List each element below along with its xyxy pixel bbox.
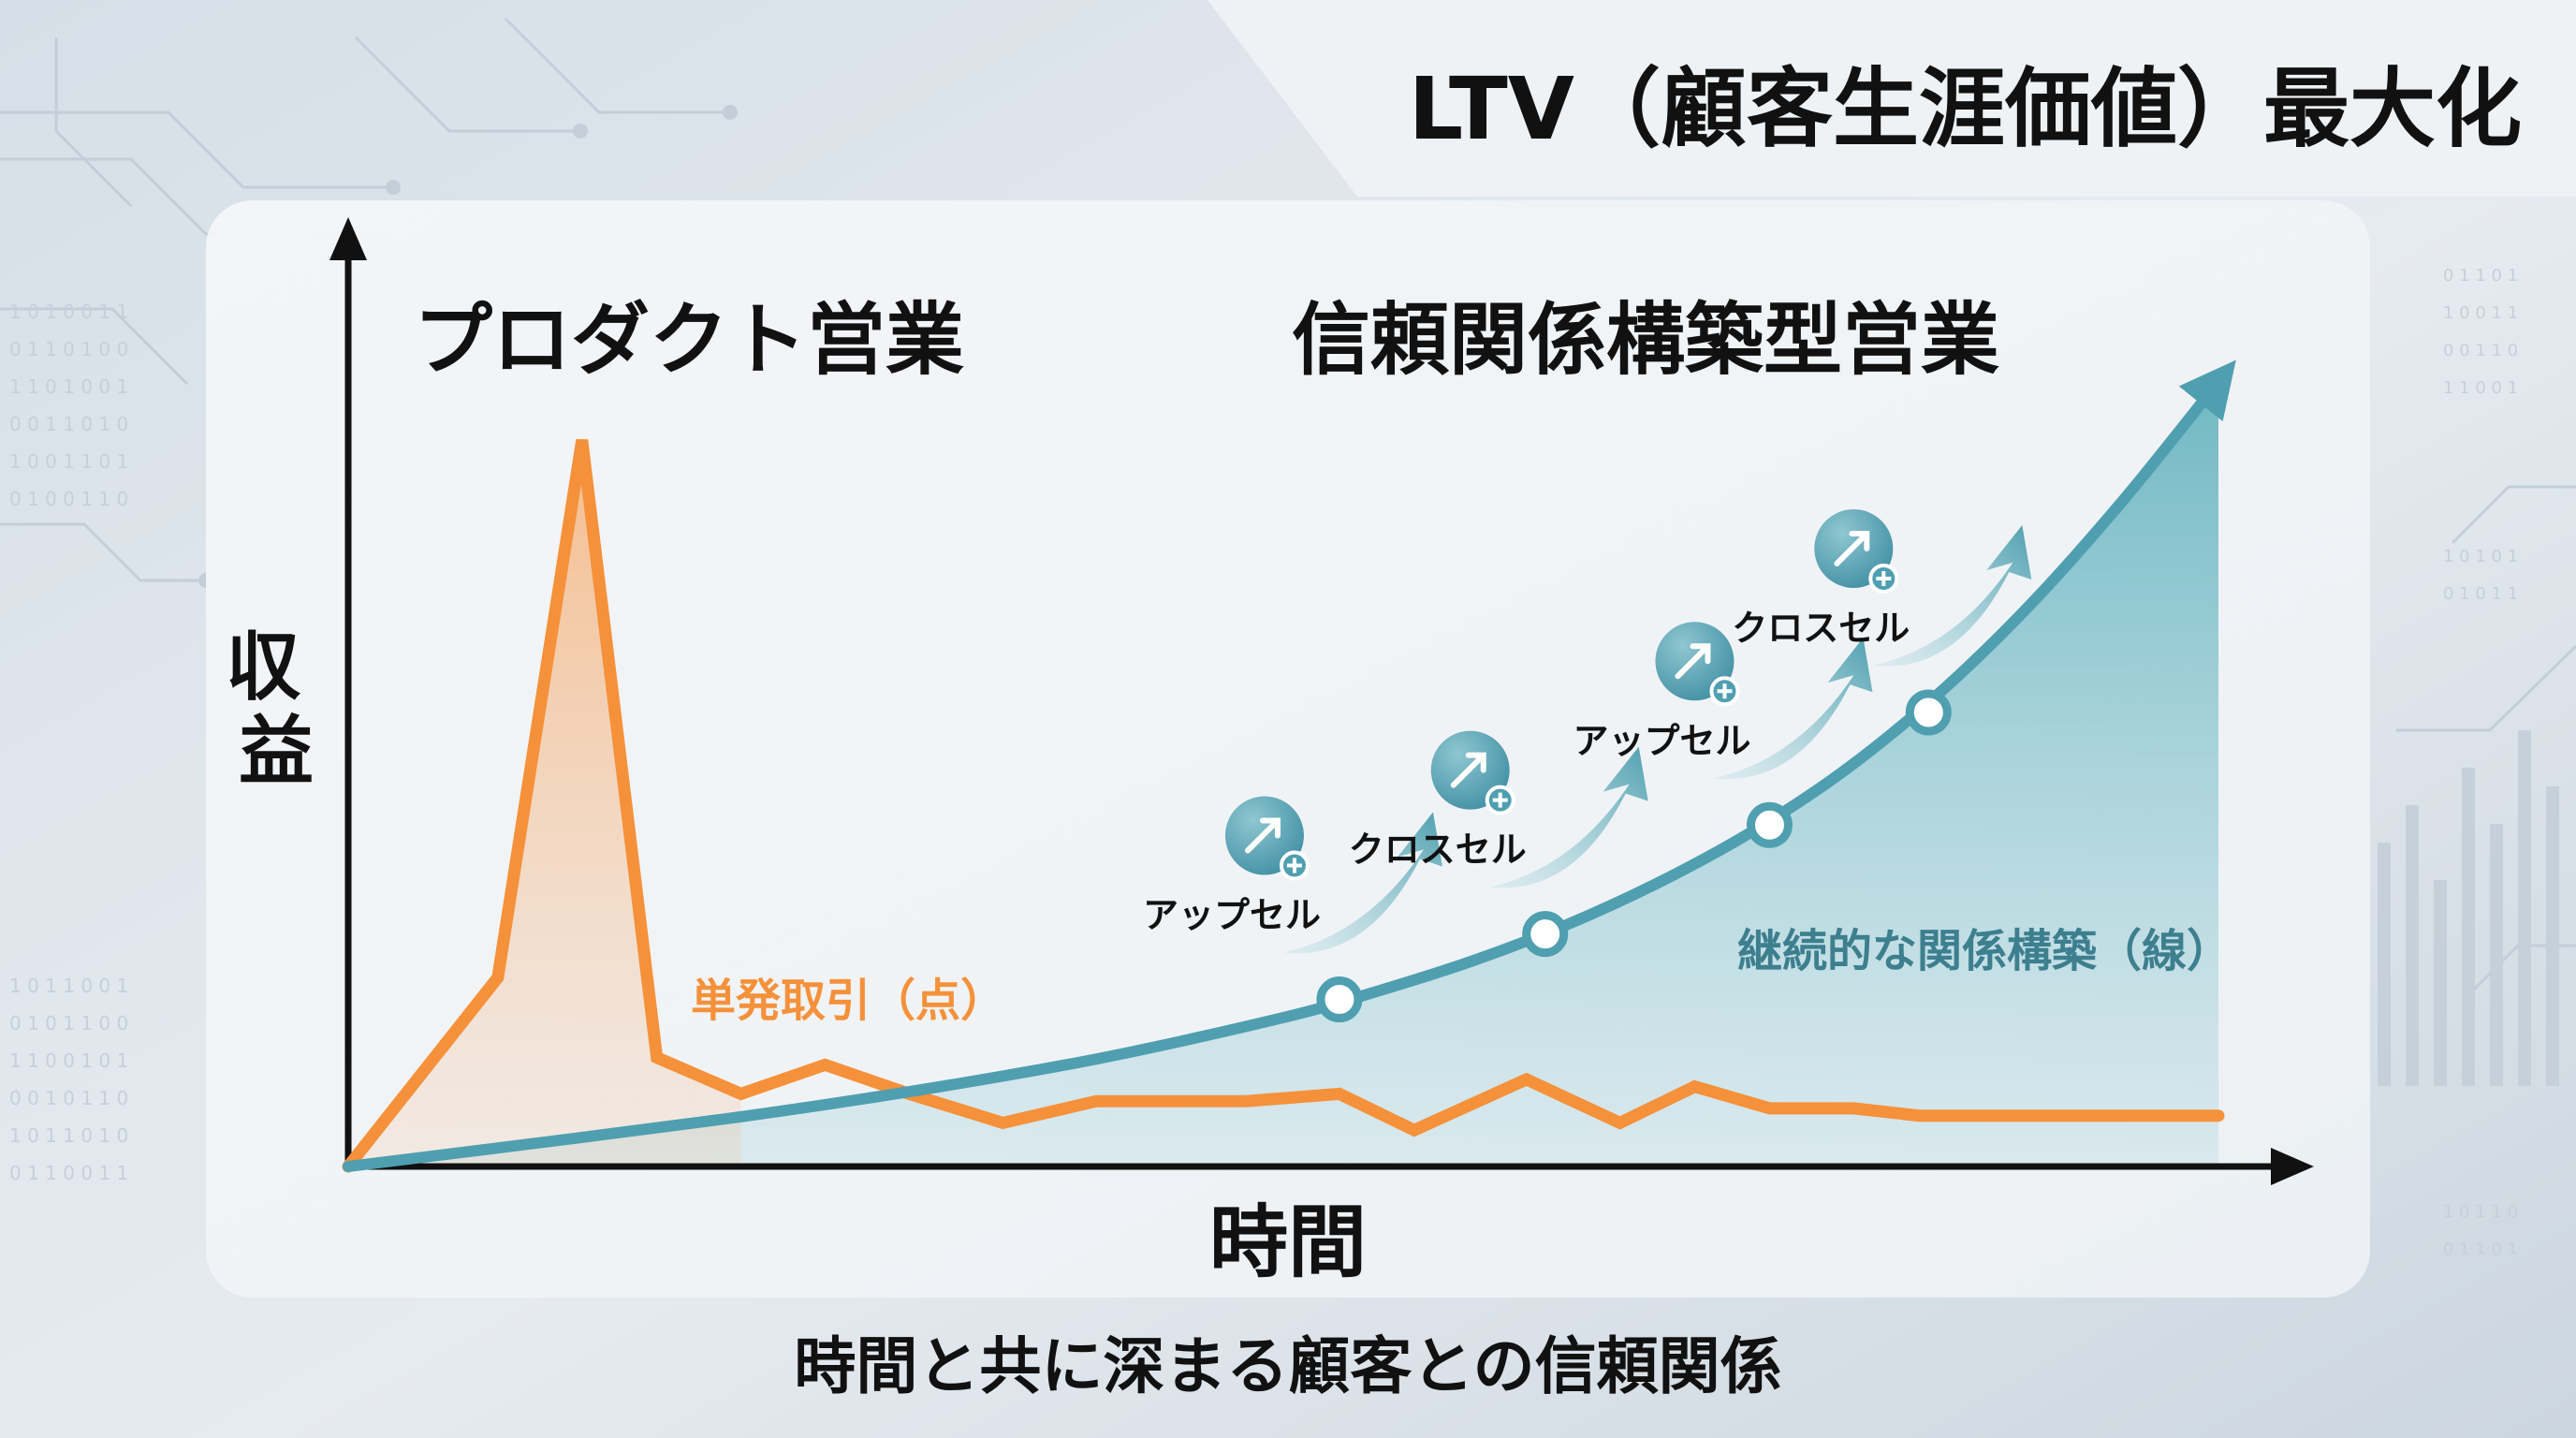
plus-sign [1286,858,1302,873]
page-title: LTV（顧客生涯価値）最大化 [1409,59,2522,159]
svg-text:0 1 0 1 1: 0 1 0 1 1 [2443,584,2518,604]
binary-decoration-left: 1 0 1 0 0 1 1 0 1 1 0 1 0 0 1 1 0 1 0 0 … [9,301,128,1184]
section-label-product: プロダクト営業 [414,294,964,386]
growth-arrowhead-icon [2178,360,2236,422]
milestone-node [1905,689,1952,736]
milestone-3: アップセル [1573,622,1873,848]
svg-text:1 1 0 0 1 0 1: 1 1 0 0 1 0 1 [9,1049,128,1072]
milestone-label: クロスセル [1732,608,1910,649]
growth-arrow-icon [1282,812,1442,954]
binary-decoration-right: 0 1 1 0 1 1 0 0 1 1 0 0 1 1 0 1 1 0 0 1 … [2443,266,2518,1259]
milestone-node [1316,976,1363,1023]
growth-arrow-icon [1713,638,1873,780]
svg-text:0 1 0 1 1 0 0: 0 1 0 1 1 0 0 [9,1012,128,1034]
series-line-relationship [343,375,2224,1172]
svg-text:0 0 1 1 0 1 0: 0 0 1 1 0 1 0 [9,413,128,435]
relationship-area-fill [348,381,2218,1167]
svg-text:0 1 1 0 1: 0 1 1 0 1 [2443,1240,2518,1259]
svg-text:1 0 0 1 1: 1 0 0 1 1 [2443,303,2518,323]
trend-up-icon [1834,531,1870,566]
trend-up-icon [1675,643,1711,680]
title-banner [1208,0,2576,197]
milestone-node [1522,911,1569,958]
plus-sign [1876,571,1892,586]
section-label-trust: 信頼関係構築型営業 [1292,294,1999,386]
x-axis-arrow-icon [2271,1148,2314,1185]
milestone-label: アップセル [1573,720,1750,761]
y-axis-label: 収 益 [226,624,327,795]
svg-text:0 1 1 0 1: 0 1 1 0 1 [2443,266,2518,286]
footer-caption: 時間と共に深まる顧客との信頼関係 [794,1330,1781,1402]
y-axis-label-char-1: 収 [226,624,300,711]
svg-text:1 0 0 1 1 0 1: 1 0 0 1 1 0 1 [9,450,128,473]
plus-sign [1717,683,1733,699]
growth-arrow-icon [1488,746,1648,888]
series-label-transaction: 単発取引（点） [691,975,1005,1027]
svg-text:0 1 1 0 1 0 0: 0 1 1 0 1 0 0 [9,338,128,360]
svg-text:0 1 0 0 1 1 0: 0 1 0 0 1 1 0 [9,488,128,510]
series-line-transaction [342,438,2225,1173]
svg-text:1 1 0 0 1: 1 1 0 0 1 [2443,378,2518,398]
trend-up-icon [1450,752,1486,788]
trend-up-icon [1244,817,1281,854]
svg-text:1 0 1 0 1: 1 0 1 0 1 [2443,547,2518,566]
milestone-1: アップセル [1143,796,1442,1023]
milestone-2: クロスセル [1349,730,1648,958]
milestone-label: アップセル [1143,895,1321,936]
svg-text:0 1 1 0 0 1 1: 0 1 1 0 0 1 1 [9,1162,128,1184]
y-axis-label-char-2: 益 [239,708,314,795]
svg-text:0 0 1 1 0: 0 0 1 1 0 [2443,341,2518,360]
milestone-4: クロスセル [1732,509,2032,736]
svg-text:0 0 1 0 1 1 0: 0 0 1 0 1 1 0 [9,1087,128,1109]
transaction-area-fill [348,440,741,1167]
svg-text:1 0 1 1 0 0 1: 1 0 1 1 0 0 1 [9,975,128,997]
growth-arrow-icon [1872,525,2032,667]
svg-text:1 0 1 1 0 1 0: 1 0 1 1 0 1 0 [9,1124,128,1147]
milestone-label: クロスセル [1349,829,1527,871]
plus-sign [1492,792,1508,808]
bar-decoration-right [2378,730,2559,1086]
y-axis-arrow-icon [329,217,367,260]
milestone-node [1746,801,1793,848]
x-axis-label: 時間 [1209,1196,1367,1288]
svg-text:1 0 1 0 0 1 1: 1 0 1 0 0 1 1 [9,301,128,323]
series-label-relationship: 継続的な関係構築（線） [1737,925,2232,977]
svg-text:1 0 1 1 0: 1 0 1 1 0 [2443,1202,2518,1222]
svg-text:1 1 0 1 0 0 1: 1 1 0 1 0 0 1 [9,375,128,398]
